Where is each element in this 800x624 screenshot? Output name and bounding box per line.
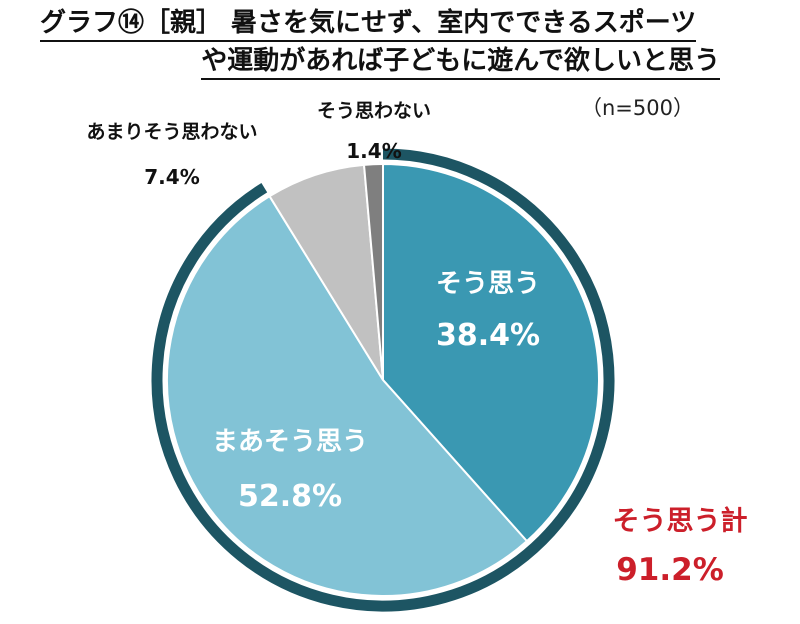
slice-value-amari: 7.4% [144,165,199,189]
slice-value-maa-sou-omou: 52.8% [238,479,342,514]
slice-label-sou-omou: そう思う [436,269,540,299]
total-ring [151,148,615,612]
slice-label-amari: あまりそう思わない [86,121,257,143]
sample-size-label: （n=500） [581,96,694,120]
total-label: そう思う計 [613,505,748,537]
pie-slices [165,162,600,598]
slice-maa-sou-omou [165,194,529,598]
slice-label-sou-omowanai: そう思わない [317,100,431,122]
slice-sou-omou [382,162,600,543]
chart-title-line-1: グラフ⑭［親］ 暑さを気にせず、室内でできるスポーツ [40,6,697,42]
slice-amari [268,163,384,381]
total-value: 91.2% [616,552,724,588]
slice-label-maa-sou-omou: まあそう思う [212,427,368,457]
slice-value-sou-omowanai: 1.4% [346,139,401,163]
chart-title-line-2: や運動があれば子どもに遊んで欲しいと思う [201,44,720,80]
slice-sou-omowanai [362,162,384,381]
slice-value-sou-omou: 38.4% [436,318,540,353]
